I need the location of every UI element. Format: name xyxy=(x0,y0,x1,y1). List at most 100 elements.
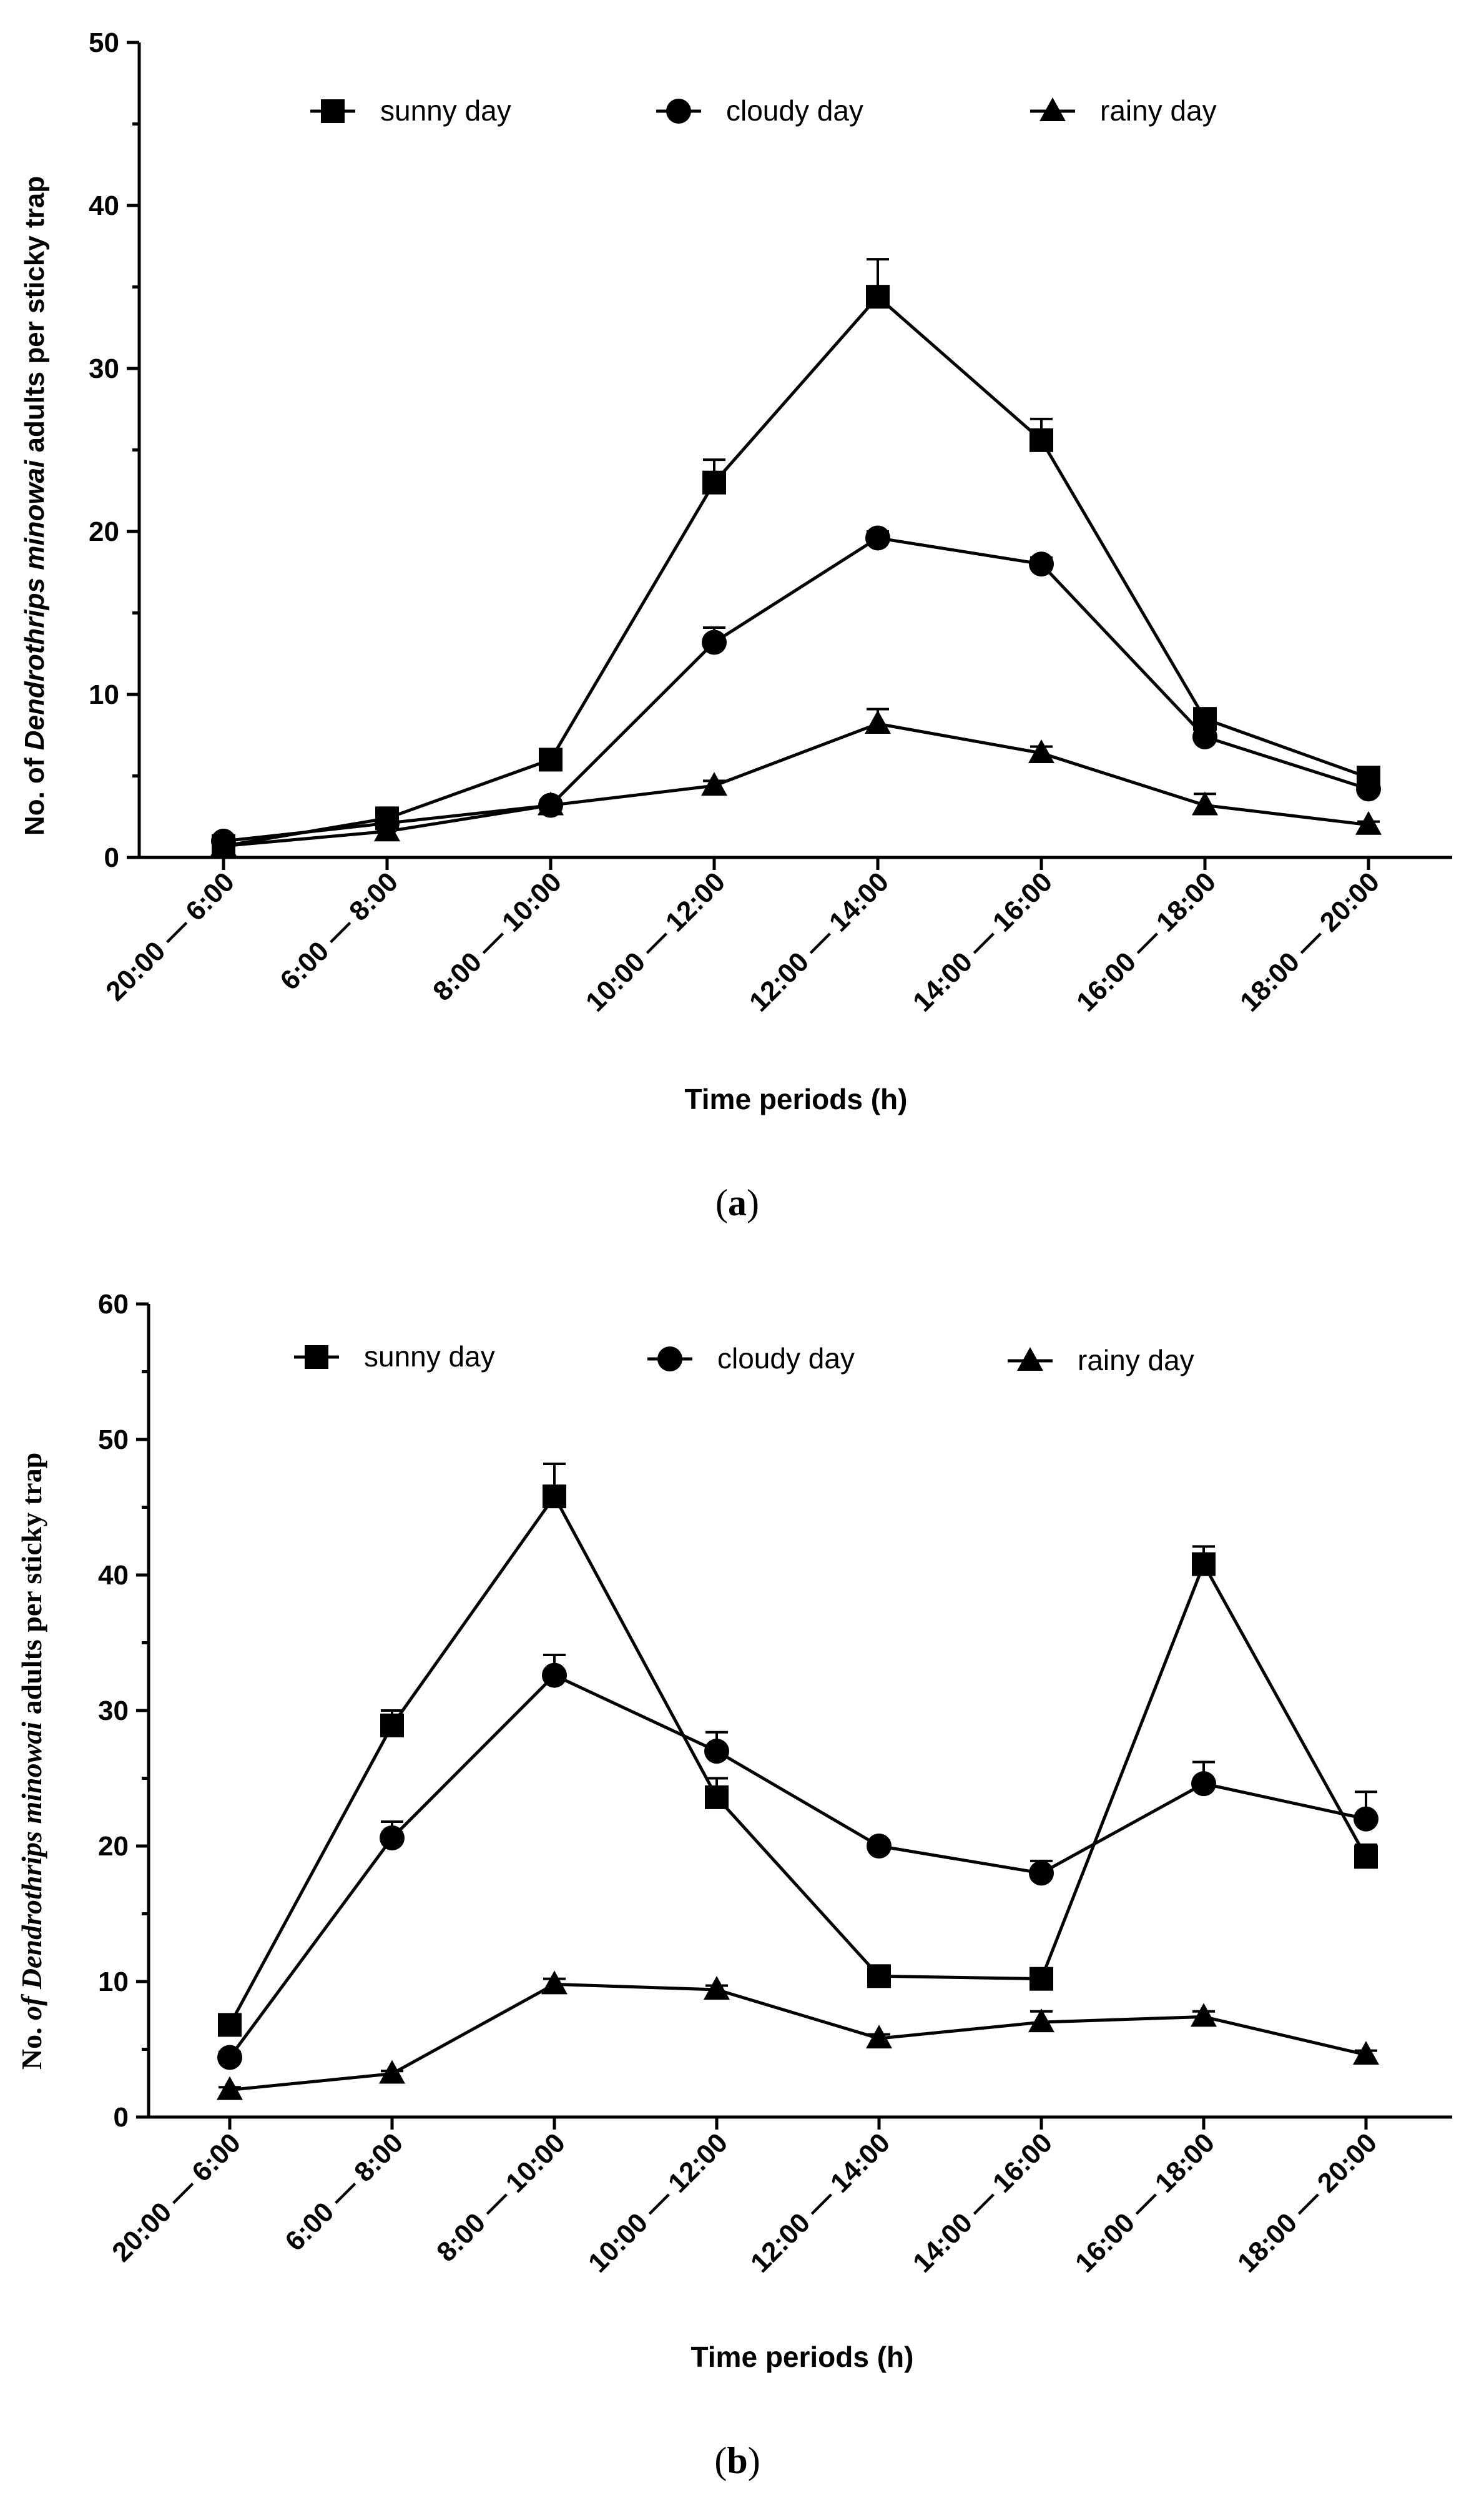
x-tick-label-b: 8:00 — 10:00 xyxy=(431,2127,571,2268)
plot-area-a xyxy=(210,258,1382,858)
x-tick-label-a: 8:00 — 10:00 xyxy=(427,866,568,1007)
data-point-triangle-a xyxy=(701,772,727,796)
x-tick-label-a: 14:00 — 16:00 xyxy=(907,866,1058,1017)
data-point-triangle-b xyxy=(1353,2041,1379,2065)
chart-panel-b: No. of Dendrothrips minowai adults per s… xyxy=(16,1289,1452,2481)
legend-label-square-a: sunny day xyxy=(380,94,511,127)
panel-label-b: (b) xyxy=(714,2440,760,2481)
data-point-square-b xyxy=(543,1484,566,1509)
x-axis-title-b: Time periods (h) xyxy=(691,2341,914,2373)
y-tick-label-a: 20 xyxy=(89,516,119,547)
legend-label-triangle-a: rainy day xyxy=(1100,94,1217,127)
data-point-triangle-b xyxy=(866,2025,892,2049)
x-tick-label-b: 6:00 — 8:00 xyxy=(279,2127,409,2257)
svg-text:No. of Dendrothrips minowai ad: No. of Dendrothrips minowai adults per s… xyxy=(16,1453,47,2070)
data-point-square-a xyxy=(539,748,563,772)
data-point-square-b xyxy=(218,2013,242,2037)
x-tick-label-a: 10:00 — 12:00 xyxy=(580,866,731,1017)
legend-label-circle-a: cloudy day xyxy=(726,94,863,127)
y-axis-title-a: No. of Dendrothrips minowai adults per s… xyxy=(19,176,50,836)
x-tick-label-b: 14:00 — 16:00 xyxy=(907,2127,1058,2278)
legend-marker-triangle-a xyxy=(1039,97,1066,121)
y-tick-label-b: 10 xyxy=(98,1967,129,1997)
y-tick-label-b: 20 xyxy=(98,1831,129,1862)
data-point-circle-b xyxy=(542,1662,567,1688)
plot-area-b xyxy=(217,1463,1379,2100)
legend-marker-circle-b xyxy=(657,1346,682,1371)
data-point-circle-b xyxy=(380,1825,405,1850)
data-point-square-b xyxy=(1354,1845,1378,1869)
data-point-circle-b xyxy=(1029,1860,1054,1886)
series-line-circle-a xyxy=(223,536,1369,843)
data-point-circle-a xyxy=(1192,724,1217,749)
data-point-square-b xyxy=(1029,1967,1053,1991)
x-tick-label-b: 20:00 — 6:00 xyxy=(106,2127,247,2268)
x-tick-label-b: 12:00 — 14:00 xyxy=(745,2127,896,2278)
y-tick-label-a: 50 xyxy=(89,27,119,58)
series-line-triangle-a xyxy=(223,722,1369,848)
series-line-square-b xyxy=(228,1493,1368,2026)
y-axis-title-a-part1: No. of xyxy=(19,750,50,836)
data-point-triangle-b xyxy=(217,2076,243,2100)
data-point-triangle-a xyxy=(538,791,564,816)
data-point-circle-b xyxy=(1354,1806,1378,1832)
series-line-square-a xyxy=(223,294,1369,848)
y-tick-label-b: 40 xyxy=(98,1560,129,1591)
data-point-circle-b xyxy=(217,2045,242,2070)
data-point-circle-a xyxy=(1029,551,1054,577)
legend-marker-square-a xyxy=(321,99,345,123)
y-tick-label-a: 10 xyxy=(89,679,119,710)
data-point-square-a xyxy=(1029,428,1053,452)
y-axis-title-b: No. of Dendrothrips minowai adults per s… xyxy=(16,1453,47,2070)
x-ticks-a: 20:00 — 6:00 6:00 — 8:00 8:00 — 10:00 10:00… xyxy=(100,857,1385,1018)
y-axis-title-b-part1: No. xyxy=(16,2020,47,2070)
series-line-circle-b xyxy=(228,1673,1367,2059)
data-point-circle-a xyxy=(1356,776,1381,802)
x-axis-title-a: Time periods (h) xyxy=(685,1083,908,1115)
x-tick-label-b: 10:00 — 12:00 xyxy=(582,2127,734,2278)
legend-marker-triangle-b xyxy=(1017,1347,1043,1371)
data-point-triangle-b xyxy=(379,2060,405,2084)
y-ticks-b: 0 10 20 30 40 50 60 xyxy=(98,1289,149,2133)
legend-a: sunny day cloudy day rainy day xyxy=(310,94,1217,127)
y-axis-title-b-part3: adults per sticky trap xyxy=(16,1453,47,1722)
y-axis-title-b-species: of Dendrothrips minowai xyxy=(16,1722,47,2020)
x-ticks-b: 20:00 — 6:00 6:00 — 8:00 8:00 — 10:00 10:00… xyxy=(106,2117,1383,2279)
panel-letter-b: b xyxy=(727,2440,747,2481)
data-point-square-b xyxy=(867,1964,891,1988)
data-point-circle-b xyxy=(867,1834,892,1859)
data-point-triangle-a xyxy=(1355,811,1382,835)
data-point-triangle-a xyxy=(865,709,891,734)
legend-marker-square-b xyxy=(305,1345,328,1369)
data-point-triangle-a xyxy=(1192,791,1218,816)
chart-panel-a: No. of Dendrothrips minowai adults per s… xyxy=(19,27,1452,1223)
y-tick-label-b: 0 xyxy=(114,2102,129,2133)
legend-label-circle-b: cloudy day xyxy=(717,1342,855,1375)
x-tick-label-a: 12:00 — 14:00 xyxy=(744,866,895,1017)
x-tick-label-a: 20:00 — 6:00 xyxy=(100,866,240,1007)
x-tick-label-b: 18:00 — 20:00 xyxy=(1232,2127,1383,2278)
data-point-circle-a xyxy=(702,629,727,655)
legend-label-triangle-b: rainy day xyxy=(1078,1344,1194,1376)
data-point-circle-b xyxy=(1191,1771,1216,1797)
data-point-square-a xyxy=(866,285,890,309)
panel-label-a: (a) xyxy=(715,1182,759,1223)
data-point-square-a xyxy=(702,470,726,495)
series-line-triangle-b xyxy=(229,1982,1367,2092)
data-point-triangle-a xyxy=(1028,739,1054,763)
y-tick-label-a: 0 xyxy=(104,842,119,873)
data-point-triangle-b xyxy=(704,1976,730,2000)
x-tick-label-a: 18:00 — 20:00 xyxy=(1234,866,1385,1017)
data-point-circle-a xyxy=(865,525,890,551)
y-tick-label-a: 40 xyxy=(89,190,119,221)
data-point-triangle-b xyxy=(1028,2008,1054,2033)
y-axis-title-a-species: Dendrothrips minowai xyxy=(19,460,50,750)
data-point-circle-b xyxy=(704,1739,729,1764)
data-point-triangle-a xyxy=(210,832,237,856)
data-point-square-b xyxy=(705,1785,729,1809)
data-point-triangle-b xyxy=(1191,2003,1217,2027)
y-tick-label-b: 50 xyxy=(98,1424,129,1455)
y-tick-label-a: 30 xyxy=(89,353,119,384)
data-point-square-b xyxy=(380,1713,404,1737)
